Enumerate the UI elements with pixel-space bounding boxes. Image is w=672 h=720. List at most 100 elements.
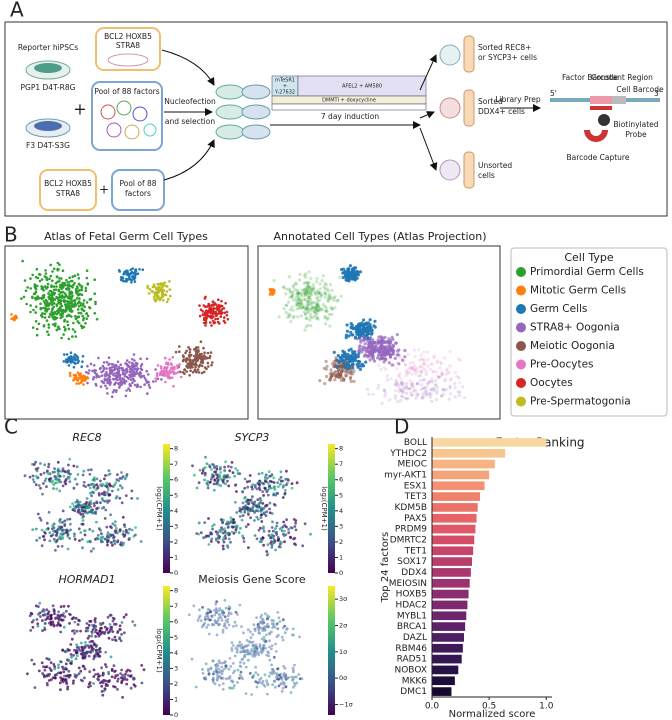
panel-label: A	[10, 0, 24, 22]
cell-point	[208, 356, 211, 360]
cell-point	[44, 665, 47, 669]
cell-point	[358, 322, 362, 326]
cell-point	[79, 669, 83, 673]
cell-point	[113, 622, 116, 626]
cell-point	[64, 479, 67, 483]
cell-point	[275, 521, 279, 525]
cell-point	[201, 310, 204, 313]
y-tick-label: DMRTC2	[390, 535, 427, 545]
cell-point	[350, 364, 354, 368]
cell-point	[314, 301, 318, 305]
dna-segment	[590, 96, 612, 104]
cell-point	[223, 311, 227, 315]
cell-point	[310, 306, 314, 310]
cell-point	[344, 333, 348, 337]
cell-point	[81, 360, 84, 364]
cell-point	[204, 309, 208, 313]
cell-point	[10, 313, 13, 316]
cell-point	[426, 364, 430, 368]
cell-point	[139, 385, 142, 389]
bar	[432, 633, 464, 642]
cell-point	[215, 672, 219, 676]
colorbar-tick-label: 6	[174, 618, 178, 626]
cell-point	[114, 529, 118, 533]
cell-point	[299, 292, 303, 296]
cell-point	[72, 507, 76, 511]
cell-point	[216, 531, 220, 534]
cell-point	[206, 611, 210, 615]
bar	[432, 481, 485, 491]
cell-point	[46, 472, 50, 476]
colorbar-tick-label: 2σ	[339, 621, 347, 629]
cell-point	[354, 272, 358, 276]
cell-point	[354, 353, 358, 357]
cell-point	[96, 534, 100, 537]
cell-point	[75, 297, 79, 300]
cell-point	[341, 275, 345, 280]
cell-point	[61, 484, 65, 488]
cell-point	[307, 288, 311, 292]
cell-point	[103, 625, 107, 629]
cell-point	[176, 364, 179, 368]
cell-point	[92, 675, 96, 678]
cell-point	[216, 317, 220, 321]
cell-point	[293, 683, 297, 687]
cell-point	[219, 466, 222, 469]
cell-point	[92, 657, 96, 661]
cell-point	[419, 378, 423, 383]
cell-point	[45, 278, 49, 281]
cell-point	[282, 664, 285, 668]
bar	[432, 676, 455, 686]
cell-point	[272, 679, 276, 683]
cell-point	[234, 467, 238, 470]
cell-point	[289, 691, 293, 694]
cell-point	[292, 681, 296, 685]
cell-point	[187, 346, 190, 349]
construct-box	[39, 169, 97, 211]
cell-point	[281, 686, 285, 690]
cell-point	[54, 288, 58, 292]
cell-point	[307, 270, 311, 274]
cell-point	[142, 668, 146, 672]
cell-point	[306, 293, 310, 297]
cell-point	[130, 271, 133, 275]
cell-point	[294, 282, 298, 286]
cell-point	[68, 300, 72, 304]
cell-point	[193, 348, 196, 351]
plot-title: Atlas of Fetal Germ Cell Types	[44, 230, 208, 243]
cell-point	[52, 529, 55, 533]
cell-point	[66, 302, 70, 306]
cell-point	[98, 629, 102, 633]
cell-point	[84, 485, 87, 488]
cell-point	[42, 288, 45, 292]
cell-point	[101, 681, 105, 685]
cell-point	[34, 290, 38, 294]
cell-point	[318, 306, 322, 311]
cell-point	[294, 303, 298, 308]
cell-point	[194, 364, 197, 367]
cell-point	[228, 476, 231, 479]
cell-point	[356, 365, 360, 369]
cell-point	[371, 357, 375, 361]
cell-point	[259, 676, 263, 680]
cell-point	[257, 472, 261, 476]
cell-point	[380, 356, 384, 360]
cell-point	[130, 497, 134, 500]
cell-point	[448, 378, 452, 382]
cell-point	[319, 295, 323, 299]
cell-point	[72, 321, 75, 325]
cell-point	[61, 312, 65, 315]
cell-point	[204, 321, 208, 325]
cell-point	[42, 306, 45, 310]
cell-point	[53, 467, 56, 470]
cell-point	[113, 635, 117, 639]
cell-point	[115, 526, 118, 530]
cell-point	[439, 373, 444, 378]
cell-point	[112, 363, 115, 366]
cell-point	[63, 325, 66, 329]
cell-point	[118, 624, 122, 628]
cell-point	[383, 391, 387, 395]
cell-point	[303, 306, 307, 310]
cell-point	[203, 621, 207, 625]
cell-point	[274, 527, 277, 530]
